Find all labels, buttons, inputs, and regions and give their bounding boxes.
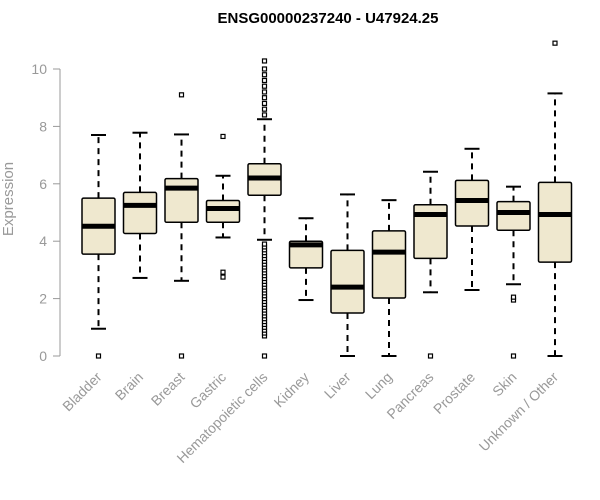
box-iqr [205,199,241,224]
y-tick-label: 0 [39,348,47,364]
outlier-point [178,353,185,359]
outlier-point [261,72,268,78]
outlier-point [261,106,268,112]
x-tick-label: Skin [489,369,520,400]
outlier-point [220,269,226,275]
outlier-point [510,353,517,359]
box-lung [371,199,407,357]
y-axis: 0 2 4 6 8 10 [31,61,61,364]
x-tick-label: Bladder [59,369,105,415]
box-hematopoietic-cells [247,58,282,359]
y-tick-label: 4 [39,233,47,249]
outlier-point [552,40,558,46]
y-tick-label: 2 [39,291,47,307]
x-tick-label: Unknown / Other [476,369,562,455]
outlier-point [261,83,268,89]
outlier-point [427,353,434,359]
outlier-point [220,274,226,280]
box-gastric [205,133,241,280]
box-iqr [288,240,324,269]
box-iqr [537,181,573,263]
box-iqr [164,177,199,224]
outlier-point [261,100,268,107]
outlier-point [261,58,268,64]
x-tick-label: Kidney [271,369,313,411]
x-tick-label: Liver [321,369,354,402]
outlier-point [510,294,517,300]
outlier-point [220,133,226,140]
outlier-point [95,353,102,359]
outlier-point [261,66,268,72]
y-tick-label: 10 [31,61,47,77]
outlier-point [261,241,268,247]
box-unknown-other [537,40,573,357]
box-skin [496,185,531,359]
chart-title: ENSG00000237240 - U47924.25 [217,10,438,27]
box-iqr [454,179,490,227]
outlier-point [178,92,185,98]
x-tick-label: Brain [112,369,146,403]
boxes [81,40,573,359]
box-iqr [371,230,407,299]
outlier-point [261,89,268,95]
x-tick-label: Prostate [430,369,478,417]
box-pancreas [413,170,448,359]
box-iqr [496,200,531,232]
box-prostate [454,147,490,291]
box-bladder [81,134,116,359]
outlier-point [261,353,268,359]
y-tick-label: 8 [39,118,47,134]
box-liver [330,193,365,357]
box-kidney [288,217,324,302]
y-tick-label: 6 [39,176,47,192]
box-iqr [330,249,365,314]
box-brain [122,131,158,279]
box-iqr [413,204,448,260]
outlier-point [261,95,268,101]
y-axis-label: Expression [0,162,17,236]
box-iqr [122,191,158,235]
outlier-point [261,112,268,118]
x-tick-label: Breast [148,369,188,409]
outlier-point [261,77,268,84]
x-tick-label: Lung [362,369,395,402]
box-breast [164,92,199,359]
